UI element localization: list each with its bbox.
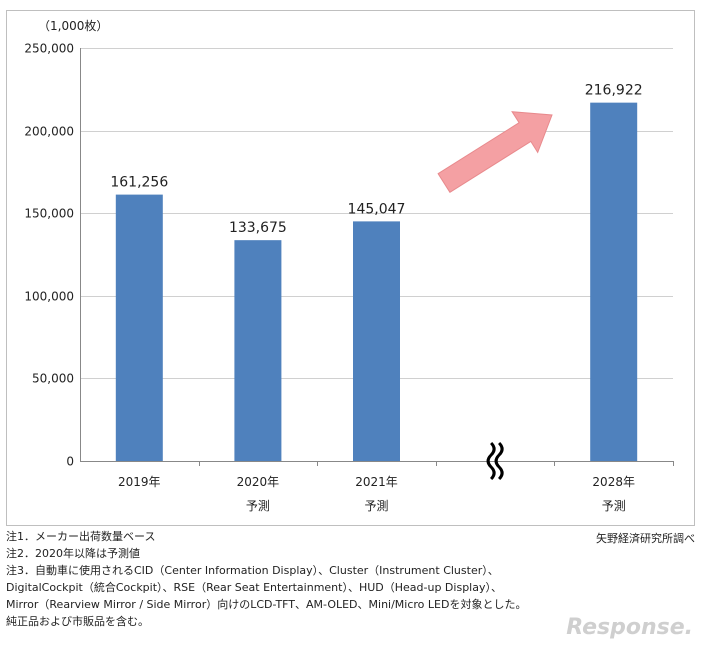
y-tick-label: 200,000 [24,125,74,139]
note-line: 注3．自動車に使用されるCID（Center Information Displ… [6,564,499,577]
bar [590,102,638,461]
x-tick-label: 2021年 [355,475,398,489]
y-tick-label: 100,000 [24,290,74,304]
note-line: 注1．メーカー出荷数量ベース [6,530,156,543]
axis-break-stroke [494,441,504,481]
y-tick-label: 0 [66,455,74,469]
y-tick-label: 50,000 [32,372,74,386]
data-label: 145,047 [348,201,406,217]
note-line: Mirror（Rearview Mirror / Side Mirror）向けの… [6,598,527,611]
chart: 0 50,000 100,000 150,000 200,000 250,000 （1,00… [6,10,695,526]
bar [353,221,400,461]
bar [234,240,282,461]
source-label: 矢野経済研究所調べ [596,532,695,545]
data-label: 133,675 [229,220,287,236]
note-line: 注2．2020年以降は予測値 [6,547,140,560]
data-label: 161,256 [110,175,168,191]
data-label: 216,922 [585,83,643,99]
watermark-logo: Response. [566,615,693,640]
x-tick-label: 2020年 [237,475,280,489]
y-unit-label: （1,000枚） [38,18,108,33]
y-tick-label: 150,000 [24,207,74,221]
notes: 注1．メーカー出荷数量ベース 注2．2020年以降は予測値 注3．自動車に使用さ… [6,530,696,642]
growth-arrow-icon [437,111,553,193]
bar [115,194,163,461]
x-tick-label: 2028年 [592,475,635,489]
y-tick-label: 250,000 [24,42,74,56]
x-tick-sublabel: 予測 [246,499,270,513]
x-tick-label: 2019年 [118,475,161,489]
note-line: DigitalCockpit（統合Cockpit）、RSE（Rear Seat … [6,581,502,594]
x-tick-sublabel: 予測 [602,499,626,513]
axis-break-stroke [486,441,496,481]
note-line: 純正品および市販品を含む。 [6,615,149,628]
x-tick-sublabel: 予測 [364,499,388,513]
axis-break-icon [486,441,504,481]
